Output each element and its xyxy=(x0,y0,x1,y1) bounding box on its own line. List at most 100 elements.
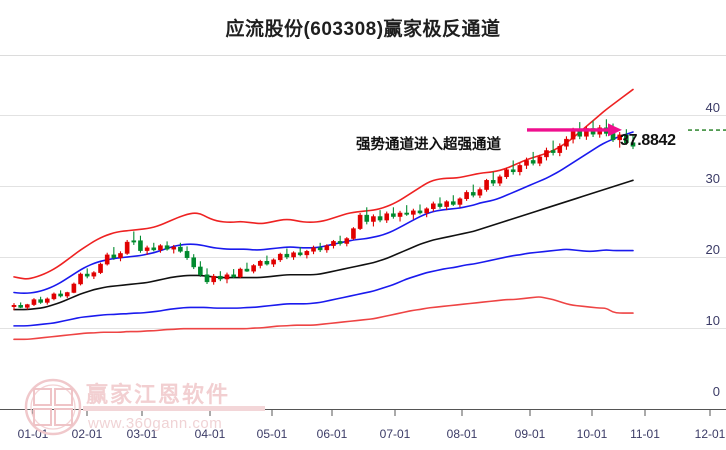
candle-body xyxy=(331,241,336,246)
candle-body xyxy=(264,261,270,265)
candle-body xyxy=(244,268,250,272)
candle-body xyxy=(524,160,529,166)
candle-body xyxy=(38,299,43,303)
candle-body xyxy=(211,275,216,283)
x-axis-tick-12-01: 12-01 xyxy=(694,427,726,441)
candle-body xyxy=(257,261,263,266)
candle-body xyxy=(517,165,523,173)
candle-body xyxy=(450,201,456,205)
candle-body xyxy=(124,241,130,254)
watermark-url: www.360gann.com xyxy=(88,415,223,432)
candle-body xyxy=(444,201,449,207)
current-price-label: 37.8842 xyxy=(620,132,676,149)
candle-body xyxy=(297,252,303,256)
candle-body xyxy=(437,203,443,207)
candle-body xyxy=(337,241,343,244)
candle-body xyxy=(31,299,37,305)
candle-body xyxy=(484,180,489,190)
x-axis-tick-05-01: 05-01 xyxy=(256,427,288,441)
channel-line-2 xyxy=(13,179,634,311)
candlestick-series xyxy=(11,119,636,311)
candle-body xyxy=(630,142,636,147)
candle-body xyxy=(291,252,296,258)
candle-body xyxy=(377,216,383,221)
candle-body xyxy=(111,254,117,258)
candle-body xyxy=(477,189,483,196)
candle-body xyxy=(151,247,157,251)
x-axis-tick-08-01: 08-01 xyxy=(446,427,478,441)
candle-body xyxy=(537,156,543,164)
y-axis-tick-30: 30 xyxy=(705,171,720,186)
candle-body xyxy=(504,169,509,178)
x-axis-tick-09-01: 09-01 xyxy=(514,427,546,441)
candle-body xyxy=(11,305,17,307)
channel-line-3 xyxy=(13,248,634,327)
candle-body xyxy=(18,305,23,308)
candle-body xyxy=(344,238,350,244)
candle-body xyxy=(624,134,629,143)
candle-body xyxy=(530,160,536,164)
candle-body xyxy=(71,283,77,293)
candle-body xyxy=(404,212,409,215)
candle-body xyxy=(131,240,137,243)
channel-line-0 xyxy=(13,88,634,280)
candle-body xyxy=(617,134,622,141)
candle-body xyxy=(324,245,330,251)
y-axis-tick-0: 0 xyxy=(712,384,720,399)
candle-body xyxy=(218,275,223,280)
candle-body xyxy=(58,293,63,297)
candle-body xyxy=(44,298,50,303)
candle-body xyxy=(104,254,110,265)
candle-body xyxy=(417,210,423,214)
candle-body xyxy=(364,214,370,222)
x-axis-tick-07-01: 07-01 xyxy=(379,427,411,441)
candle-body xyxy=(557,145,563,153)
candle-body xyxy=(304,251,310,256)
candle-body xyxy=(138,240,143,251)
candle-body xyxy=(271,259,276,265)
page-title: 应流股份(603308)赢家极反通道 xyxy=(225,19,501,40)
candle-body xyxy=(550,150,556,153)
candle-body xyxy=(144,247,150,251)
candle-body xyxy=(351,228,356,239)
candle-body xyxy=(238,268,243,278)
candle-body xyxy=(184,251,190,258)
candle-body xyxy=(91,272,97,277)
candle-body xyxy=(98,263,103,273)
candle-body xyxy=(371,216,376,222)
candle-body xyxy=(311,247,316,252)
candle-body xyxy=(470,192,476,196)
y-axis-tick-10: 10 xyxy=(705,313,720,328)
candle-body xyxy=(317,247,323,251)
candle-body xyxy=(544,150,549,158)
x-axis-tick-04-01: 04-01 xyxy=(194,427,226,441)
candle-body xyxy=(510,169,516,173)
candle-body xyxy=(251,265,256,272)
candle-body xyxy=(164,245,170,250)
candle-body xyxy=(391,213,396,217)
candle-body xyxy=(277,253,283,261)
candle-body xyxy=(564,138,569,147)
candle-body xyxy=(25,304,30,308)
candle-body xyxy=(464,192,469,200)
candle-body xyxy=(284,253,290,258)
candle-body xyxy=(397,212,403,217)
candle-body xyxy=(424,208,429,214)
x-axis-tick-11-01: 11-01 xyxy=(630,427,660,441)
chart-plot-area xyxy=(0,55,726,416)
watermark-brand: 赢家江恩软件 xyxy=(86,382,231,407)
candle-body xyxy=(457,198,463,205)
candle-body xyxy=(497,176,503,184)
watermark-seal-icon xyxy=(24,378,82,436)
candle-body xyxy=(204,274,210,283)
candle-body xyxy=(118,253,123,258)
x-axis-tick-03-01: 03-01 xyxy=(126,427,158,441)
candle-body xyxy=(78,273,83,285)
candle-body xyxy=(198,266,203,276)
watermark-bar xyxy=(83,406,265,411)
candle-body xyxy=(51,293,57,300)
y-axis-tick-20: 20 xyxy=(705,242,720,257)
y-axis-tick-40: 40 xyxy=(705,100,720,115)
candle-body xyxy=(224,274,230,280)
candle-body xyxy=(431,203,436,209)
